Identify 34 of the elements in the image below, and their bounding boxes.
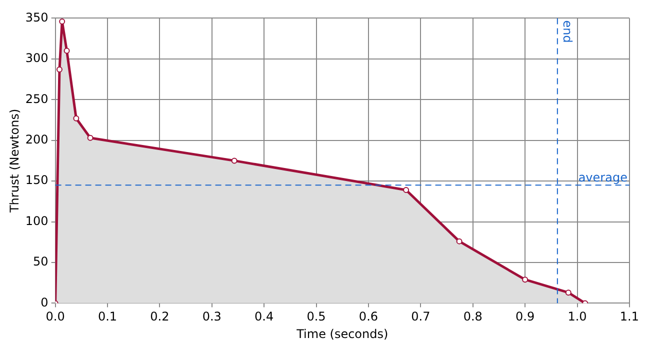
y-axis-title: Thrust (Newtons) <box>7 108 22 214</box>
y-tick-label: 300 <box>25 51 48 66</box>
x-tick-label: 0.6 <box>358 310 378 324</box>
y-tick-label: 350 <box>25 10 48 24</box>
point <box>565 290 572 296</box>
y-tick-label: 50 <box>33 254 48 269</box>
y-tick-label: 0 <box>40 295 48 310</box>
x-tick-label: 0.9 <box>516 310 535 324</box>
point <box>73 115 80 122</box>
x-tick-label: 1.0 <box>568 310 587 324</box>
point <box>64 48 70 54</box>
x-tick-label: 0.0 <box>46 310 65 324</box>
x-tick-label: 0.5 <box>306 310 326 324</box>
x-tick-label: 0.1 <box>98 310 118 324</box>
x-tick-label: 1.1 <box>620 310 640 324</box>
x-tick-label: 0.4 <box>254 310 274 324</box>
point <box>56 66 62 72</box>
y-tick-label: 250 <box>25 92 48 106</box>
x-tick-label: 0.3 <box>202 310 222 324</box>
point <box>87 134 94 141</box>
x-tick-label: 0.2 <box>150 310 170 324</box>
ref-line-label: average <box>578 170 628 184</box>
point <box>231 158 238 164</box>
x-tick-label: 0.8 <box>463 310 482 324</box>
ref-line-label: end <box>560 20 574 43</box>
point <box>456 238 462 244</box>
x-tick-label: 0.7 <box>411 310 430 324</box>
point <box>403 187 410 194</box>
point <box>59 18 66 24</box>
point <box>522 276 528 283</box>
y-tick-label: 100 <box>25 214 48 228</box>
y-tick-label: 150 <box>25 173 48 188</box>
x-axis-title: Time (seconds) <box>296 326 388 341</box>
y-tick-label: 200 <box>25 132 48 146</box>
